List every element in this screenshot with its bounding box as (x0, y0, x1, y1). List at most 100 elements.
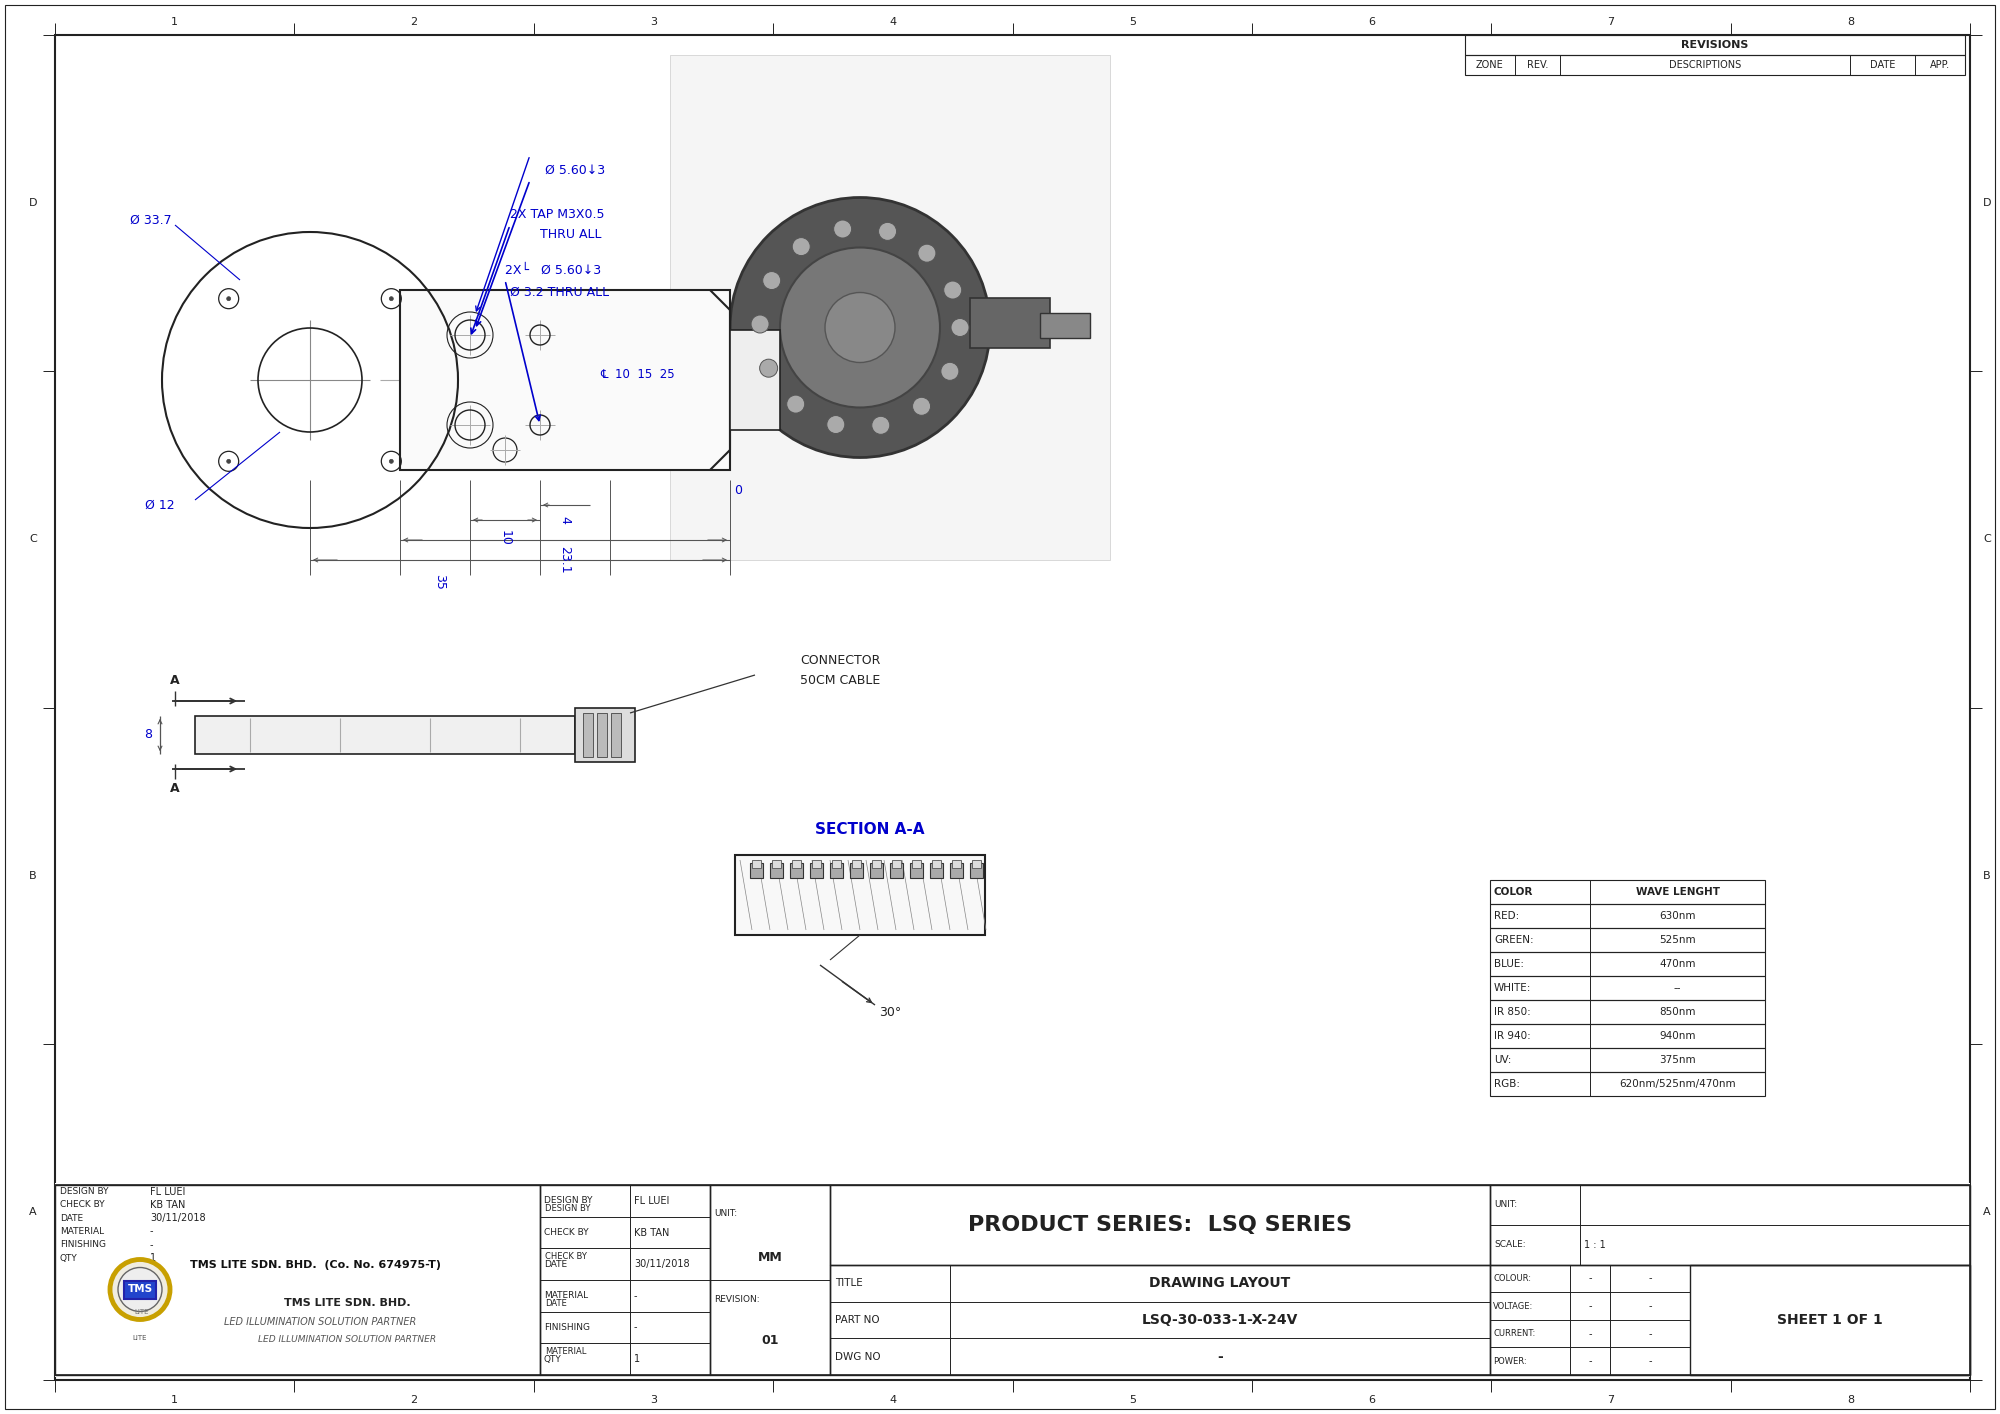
Text: DESCRIPTIONS: DESCRIPTIONS (1668, 59, 1742, 71)
Text: KB TAN: KB TAN (150, 1200, 186, 1210)
Text: B: B (30, 871, 36, 881)
Text: -: - (1588, 1356, 1592, 1366)
Text: Ø 12: Ø 12 (144, 499, 174, 512)
Bar (750, 863, 764, 878)
Circle shape (918, 245, 936, 262)
Text: CONNECTOR: CONNECTOR (800, 653, 880, 666)
Bar (1490, 1024, 1766, 1048)
Bar (540, 1185, 710, 1374)
Bar (912, 860, 920, 868)
Circle shape (730, 198, 990, 458)
Text: POWER:: POWER: (1492, 1356, 1526, 1366)
Bar (56, 1184, 1970, 1377)
Circle shape (762, 271, 780, 290)
Text: PART NO: PART NO (836, 1315, 880, 1325)
Text: D: D (1982, 198, 1992, 208)
Circle shape (952, 318, 968, 337)
Bar (540, 1185, 710, 1374)
Bar (1464, 55, 1964, 75)
Circle shape (826, 416, 844, 434)
Text: DESIGN BY: DESIGN BY (60, 1188, 108, 1196)
Bar (56, 1264, 540, 1374)
Text: VOLTAGE:: VOLTAGE: (1492, 1302, 1534, 1311)
Text: QTY: QTY (60, 1254, 78, 1263)
Bar (1490, 1264, 1970, 1374)
Text: 630nm: 630nm (1660, 911, 1696, 921)
Text: FINISHING: FINISHING (60, 1240, 106, 1250)
Text: DESIGN BY: DESIGN BY (544, 1205, 590, 1213)
Text: C: C (1984, 534, 1990, 544)
Text: RGB:: RGB: (1494, 1079, 1520, 1089)
Bar (910, 863, 924, 878)
Bar (1490, 952, 1766, 976)
Text: 1: 1 (172, 1396, 178, 1406)
Bar (890, 863, 904, 878)
Text: A: A (1984, 1208, 1990, 1217)
Bar (850, 863, 864, 878)
Bar (830, 863, 844, 878)
Text: 30/11/2018: 30/11/2018 (634, 1258, 690, 1270)
Bar (736, 855, 984, 935)
Bar (1464, 35, 1964, 55)
Text: 375nm: 375nm (1660, 1055, 1696, 1065)
Text: DWG NO: DWG NO (836, 1352, 880, 1362)
Text: UV:: UV: (1494, 1055, 1512, 1065)
Bar (56, 1185, 1970, 1374)
Text: QTY: QTY (544, 1355, 562, 1363)
Text: D: D (28, 198, 38, 208)
Bar (810, 863, 824, 878)
Text: DATE: DATE (544, 1260, 568, 1268)
Bar (872, 860, 880, 868)
Bar (950, 863, 964, 878)
Text: 1 : 1: 1 : 1 (1584, 1240, 1606, 1250)
Text: REVISION:: REVISION: (714, 1294, 760, 1304)
Text: 850nm: 850nm (1660, 1007, 1696, 1017)
Text: 50CM CABLE: 50CM CABLE (800, 673, 880, 687)
Circle shape (760, 359, 778, 378)
Text: 4: 4 (558, 516, 572, 525)
Text: ℄  10  15  25: ℄ 10 15 25 (600, 369, 674, 382)
Text: Ø 33.7: Ø 33.7 (130, 214, 172, 226)
Bar (56, 1185, 1970, 1374)
Circle shape (116, 1299, 156, 1340)
Text: 1: 1 (150, 1253, 156, 1263)
Circle shape (752, 315, 770, 334)
Text: -: - (634, 1291, 638, 1301)
Bar (710, 1185, 830, 1374)
Text: 2: 2 (410, 1396, 418, 1406)
Text: -: - (1588, 1274, 1592, 1284)
Text: -: - (1648, 1329, 1652, 1339)
Text: 3: 3 (650, 1396, 656, 1406)
Bar (930, 863, 944, 878)
Text: SECTION A-A: SECTION A-A (816, 823, 924, 837)
Text: 2X TAP M3X0.5: 2X TAP M3X0.5 (510, 208, 604, 222)
Bar (1490, 976, 1766, 1000)
Text: MATERIAL: MATERIAL (544, 1291, 588, 1301)
Circle shape (390, 297, 394, 301)
Text: -: - (1218, 1349, 1222, 1363)
Text: 30/11/2018: 30/11/2018 (150, 1213, 206, 1223)
Text: 4: 4 (890, 17, 896, 27)
Text: SHEET 1 OF 1: SHEET 1 OF 1 (1778, 1314, 1882, 1326)
Text: PRODUCT SERIES:  LSQ SERIES: PRODUCT SERIES: LSQ SERIES (968, 1215, 1352, 1234)
Text: 8: 8 (1846, 17, 1854, 27)
Bar (1040, 312, 1090, 338)
Bar (1490, 928, 1766, 952)
Circle shape (940, 362, 958, 380)
Text: LED ILLUMINATION SOLUTION PARTNER: LED ILLUMINATION SOLUTION PARTNER (224, 1316, 416, 1326)
Bar (932, 860, 942, 868)
Circle shape (390, 460, 394, 464)
Bar (1490, 1072, 1766, 1096)
Bar (1490, 1000, 1766, 1024)
Bar (120, 1312, 150, 1328)
Text: 2: 2 (410, 17, 418, 27)
Circle shape (912, 397, 930, 416)
Text: WAVE LENGHT: WAVE LENGHT (1636, 887, 1720, 896)
Text: 8: 8 (1846, 1396, 1854, 1406)
Text: 0: 0 (734, 484, 742, 496)
Text: LSQ-30-033-1-X-24V: LSQ-30-033-1-X-24V (1142, 1314, 1298, 1326)
Text: IR 850:: IR 850: (1494, 1007, 1530, 1017)
Bar (596, 713, 608, 756)
Text: B: B (1984, 871, 1990, 881)
Circle shape (944, 281, 962, 298)
